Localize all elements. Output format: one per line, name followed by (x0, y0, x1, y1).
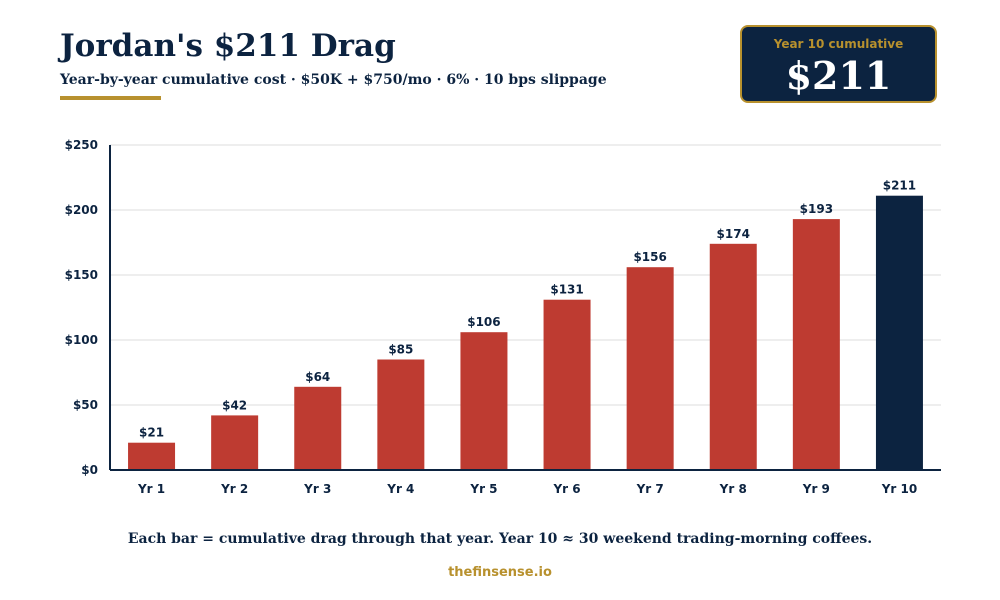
chart-title: Jordan's $211 Drag (60, 28, 396, 64)
x-tick-label: Yr 8 (719, 482, 747, 496)
bar (460, 332, 508, 470)
y-tick-label: $250 (65, 138, 98, 152)
bar-value-label: $106 (467, 315, 500, 329)
bar (792, 219, 840, 470)
x-tick-label: Yr 4 (386, 482, 414, 496)
x-tick-label: Yr 7 (636, 482, 664, 496)
y-tick-label: $200 (65, 203, 98, 217)
bar-value-label: $211 (883, 179, 916, 193)
chart-subtitle: Year-by-year cumulative cost · $50K + $7… (60, 72, 607, 88)
x-tick-label: Yr 1 (137, 482, 165, 496)
x-tick-label: Yr 6 (552, 482, 580, 496)
y-tick-label: $100 (65, 333, 98, 347)
bar (709, 243, 757, 470)
y-tick-label: $150 (65, 268, 98, 282)
kpi-value: $211 (785, 53, 892, 98)
bar (294, 386, 342, 470)
y-tick-label: $0 (81, 463, 98, 477)
brand-link[interactable]: thefinsense.io (448, 565, 552, 580)
bar-value-label: $85 (388, 343, 413, 357)
bar-value-label: $174 (717, 227, 750, 241)
footnote: Each bar = cumulative drag through that … (127, 531, 873, 547)
x-tick-label: Yr 5 (469, 482, 497, 496)
kpi-label: Year 10 cumulative (773, 37, 904, 51)
bar-value-label: $42 (222, 398, 247, 412)
bar (377, 359, 425, 470)
kpi-card: Year 10 cumulative $211 (740, 25, 937, 103)
bar (128, 442, 176, 470)
x-tick-label: Yr 10 (881, 482, 917, 496)
bar-value-label: $156 (633, 250, 666, 264)
bar (211, 415, 259, 470)
bar-value-label: $131 (550, 283, 583, 297)
x-tick-label: Yr 3 (303, 482, 331, 496)
bar (543, 299, 591, 470)
bar-value-label: $193 (800, 202, 833, 216)
x-tick-label: Yr 2 (220, 482, 248, 496)
title-underline (60, 96, 161, 100)
bar (626, 267, 674, 470)
y-tick-label: $50 (73, 398, 98, 412)
bar-value-label: $21 (139, 426, 164, 440)
x-tick-label: Yr 9 (802, 482, 830, 496)
bar-value-label: $64 (305, 370, 330, 384)
bar (875, 195, 923, 470)
